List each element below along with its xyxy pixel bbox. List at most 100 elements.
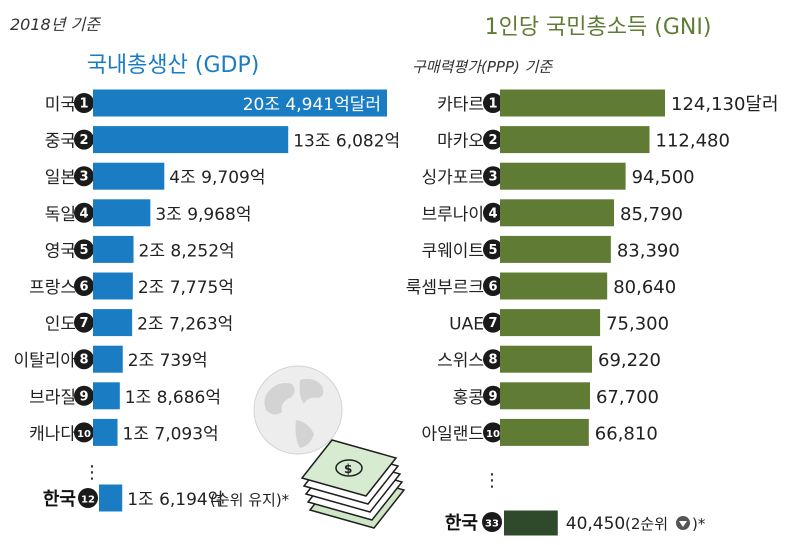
left-chart-title: 국내총생산 (GDP) (87, 53, 260, 78)
gni-country-label: 카타르 (437, 95, 484, 115)
gdp-country-label: 프랑스 (29, 278, 76, 298)
gdp-rank-badge-circle (74, 422, 94, 443)
gdp-value-label: 2조 7,775억 (138, 278, 234, 298)
gdp-bar (93, 418, 118, 446)
gdp-bar (93, 345, 123, 373)
gni-rank-badge: 10 (486, 429, 500, 440)
gni-value-label: 85,790 (620, 204, 683, 225)
gdp-country-label: 영국 (45, 241, 76, 261)
gdp-rank-badge: 1 (79, 97, 88, 112)
gni-country-label: 아일랜드 (421, 424, 484, 444)
money-stack-icon: $ (300, 439, 406, 529)
gni-rank-badge-circle (483, 93, 503, 113)
gdp-rank-badge: 3 (79, 170, 88, 185)
gni-rank-badge: 4 (488, 206, 497, 221)
gni-bar (500, 272, 608, 300)
gni-rank-badge-circle (483, 239, 503, 260)
gdp-value-label: 2조 7,263억 (137, 315, 233, 335)
gni-value-label: 112,480 (656, 131, 730, 152)
gni-country-label: 싱가포르 (421, 168, 484, 188)
gni-korea-rank-badge-circle (482, 512, 502, 532)
gdp-value-label: 1조 7,093억 (123, 424, 219, 444)
gni-korea-value-label: 40,450 (566, 514, 625, 534)
gni-value-label: 124,130달러 (671, 94, 779, 115)
gni-country-label: UAE (449, 315, 484, 335)
gni-bar (500, 89, 665, 117)
gni-rank-badge-circle (483, 129, 503, 150)
gdp-country-label: 미국 (45, 95, 76, 115)
right-chart-title: 1인당 국민총소득 (GNI) (485, 15, 712, 40)
gdp-country-label: 인도 (45, 315, 76, 335)
gdp-value-label: 2조 739억 (128, 351, 208, 371)
gdp-country-label: 이탈리아 (13, 351, 76, 371)
gni-rank-badge: 6 (488, 280, 497, 295)
gdp-bar (93, 309, 133, 337)
gdp-value-label: 20조 4,941억달러 (243, 95, 381, 115)
gdp-rank-badge-circle (74, 385, 94, 406)
gni-rank-badge: 2 (488, 133, 497, 148)
gdp-korea-bar (99, 484, 123, 512)
gni-country-label: 홍콩 (453, 388, 484, 408)
gdp-bar (93, 89, 387, 117)
gdp-rank-badge: 7 (79, 316, 88, 331)
gni-bar (500, 126, 650, 154)
gni-bar (500, 235, 611, 263)
gni-bar (500, 309, 601, 337)
gdp-rank-badge: 9 (79, 389, 88, 404)
gdp-rank-badge-circle (74, 276, 94, 296)
gni-korea-rank-badge: 33 (485, 519, 499, 530)
gni-rank-badge: 8 (488, 353, 497, 368)
gni-rank-badge: 9 (488, 389, 497, 404)
gdp-rank-badge-circle (74, 202, 94, 223)
gdp-rank-badge: 10 (77, 429, 91, 440)
gni-value-label: 80,640 (613, 277, 676, 298)
gdp-korea-note: (순위 유지)* (210, 491, 290, 509)
gdp-rank-badge-circle (74, 93, 94, 113)
gni-ellipsis: ⋮ (483, 470, 501, 491)
gdp-bar (93, 235, 134, 263)
down-arrow-icon-glyph (679, 521, 687, 527)
gni-korea-label: 한국 (445, 513, 478, 534)
gdp-value-label: 4조 9,709억 (169, 168, 265, 188)
gdp-bar (93, 199, 151, 227)
gdp-rank-badge-circle (74, 349, 94, 370)
gdp-value-label: 2조 8,252억 (139, 241, 235, 261)
gdp-bar (93, 126, 289, 154)
gdp-rank-badge-circle (74, 312, 94, 333)
gdp-rank-badge-circle (74, 166, 94, 187)
gni-bar (500, 162, 626, 190)
gdp-ellipsis: ⋮ (83, 462, 101, 483)
gni-rank-badge-circle (483, 202, 503, 223)
gni-value-label: 66,810 (595, 423, 658, 444)
gni-bar (500, 199, 615, 227)
gdp-rank-badge-circle (74, 239, 94, 260)
gdp-country-label: 캐나다 (29, 424, 76, 444)
gdp-rank-badge: 6 (79, 280, 88, 295)
gdp-rank-badge: 8 (79, 353, 88, 368)
gni-country-label: 룩셈부르크 (406, 278, 484, 298)
gni-country-label: 스위스 (437, 351, 484, 371)
gdp-rank-badge: 2 (79, 133, 88, 148)
gni-rank-badge: 7 (488, 316, 497, 331)
gni-korea-bar (504, 510, 558, 536)
gdp-rank-badge-circle (74, 129, 94, 150)
gni-value-label: 94,500 (632, 167, 695, 188)
gdp-value-label: 1조 8,686억 (125, 388, 221, 408)
gdp-country-label: 일본 (45, 168, 76, 188)
gni-rank-badge: 1 (488, 97, 497, 112)
gni-bar (500, 382, 590, 410)
gdp-korea-rank-badge: 12 (81, 495, 95, 506)
gdp-korea-label: 한국 (43, 489, 76, 510)
gni-value-label: 67,700 (596, 387, 659, 408)
gni-bar (500, 418, 589, 446)
gni-rank-badge-circle (483, 422, 503, 443)
basis-note: 2018년 기준 (10, 15, 101, 34)
gni-rank-badge-circle (483, 312, 503, 333)
gni-rank-badge: 3 (488, 170, 497, 185)
gni-bar (500, 345, 593, 373)
gdp-bar (93, 162, 165, 190)
gdp-rank-badge: 4 (79, 206, 88, 221)
globe-illustration (253, 365, 343, 455)
gni-rank-badge-circle (483, 385, 503, 406)
